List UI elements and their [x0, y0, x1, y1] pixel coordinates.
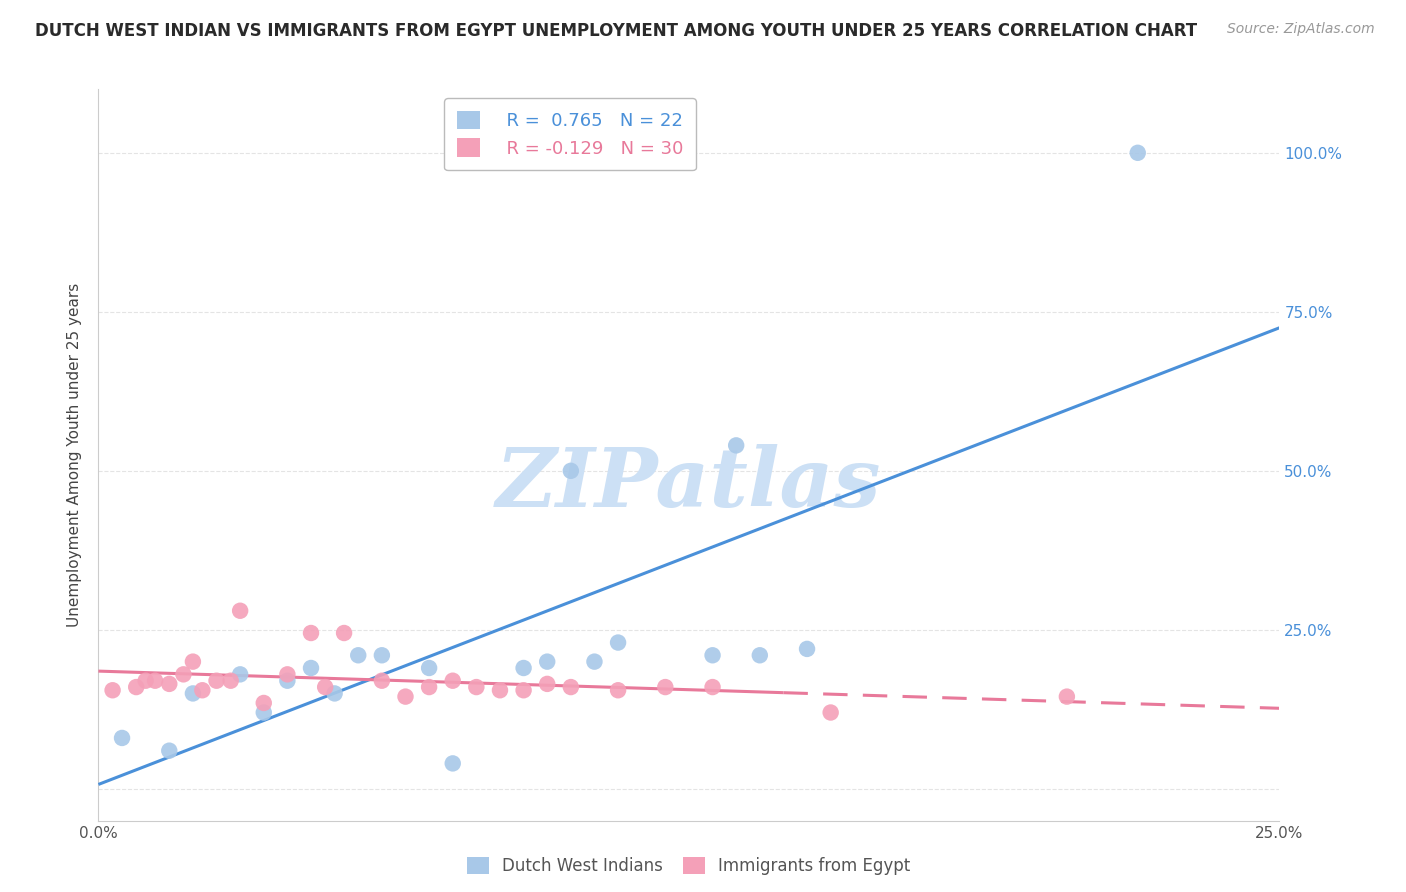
Point — [512, 683, 534, 698]
Point — [253, 706, 276, 720]
Point — [172, 667, 194, 681]
Point — [314, 680, 336, 694]
Point — [157, 744, 180, 758]
Point — [253, 696, 276, 710]
Point — [333, 626, 356, 640]
Point — [654, 680, 676, 694]
Point — [560, 464, 582, 478]
Point — [229, 604, 252, 618]
Text: ZIPatlas: ZIPatlas — [496, 444, 882, 524]
Point — [229, 667, 252, 681]
Point — [135, 673, 157, 688]
Text: DUTCH WEST INDIAN VS IMMIGRANTS FROM EGYPT UNEMPLOYMENT AMONG YOUTH UNDER 25 YEA: DUTCH WEST INDIAN VS IMMIGRANTS FROM EGY… — [35, 22, 1198, 40]
Point — [441, 673, 464, 688]
Point — [418, 661, 440, 675]
Point — [191, 683, 214, 698]
Point — [441, 756, 464, 771]
Point — [125, 680, 148, 694]
Point — [181, 655, 204, 669]
Point — [143, 673, 166, 688]
Point — [205, 673, 228, 688]
Point — [299, 661, 322, 675]
Point — [394, 690, 416, 704]
Point — [607, 635, 630, 649]
Point — [101, 683, 124, 698]
Point — [219, 673, 242, 688]
Point — [371, 673, 394, 688]
Point — [796, 641, 818, 656]
Point — [1126, 145, 1149, 160]
Point — [725, 438, 748, 452]
Point — [323, 686, 346, 700]
Point — [820, 706, 842, 720]
Point — [536, 655, 558, 669]
Point — [157, 677, 180, 691]
Point — [276, 673, 298, 688]
Y-axis label: Unemployment Among Youth under 25 years: Unemployment Among Youth under 25 years — [67, 283, 83, 627]
Point — [560, 680, 582, 694]
Point — [748, 648, 770, 663]
Point — [299, 626, 322, 640]
Point — [371, 648, 394, 663]
Point — [702, 648, 724, 663]
Point — [583, 655, 606, 669]
Text: Source: ZipAtlas.com: Source: ZipAtlas.com — [1227, 22, 1375, 37]
Point — [607, 683, 630, 698]
Point — [181, 686, 204, 700]
Point — [276, 667, 298, 681]
Point — [111, 731, 134, 745]
Point — [512, 661, 534, 675]
Point — [465, 680, 488, 694]
Point — [347, 648, 370, 663]
Point — [536, 677, 558, 691]
Point — [418, 680, 440, 694]
Legend: Dutch West Indians, Immigrants from Egypt: Dutch West Indians, Immigrants from Egyp… — [461, 850, 917, 882]
Point — [1056, 690, 1078, 704]
Point — [702, 680, 724, 694]
Point — [489, 683, 512, 698]
